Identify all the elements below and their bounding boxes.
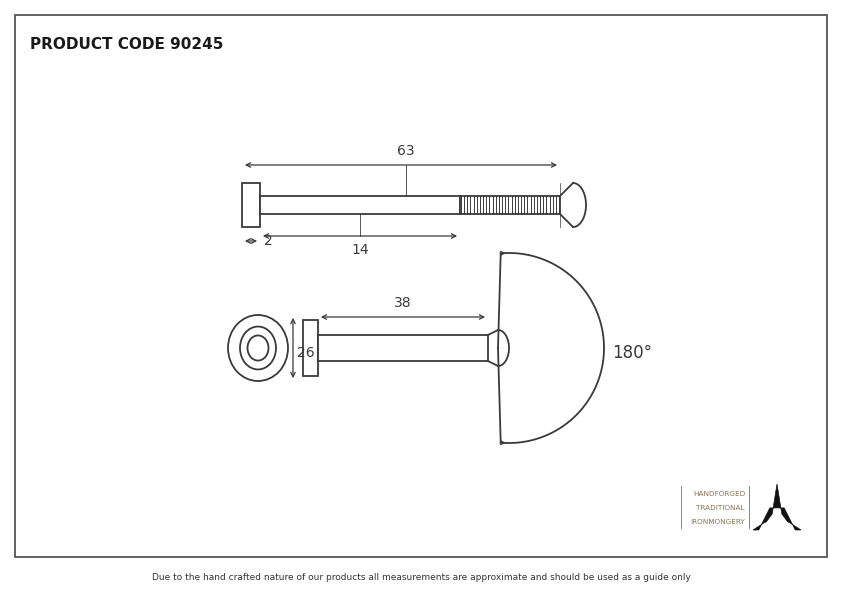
Text: TRADITIONAL: TRADITIONAL	[696, 505, 745, 511]
Text: 63: 63	[397, 144, 415, 158]
Text: 180°: 180°	[612, 344, 652, 362]
Text: 14: 14	[351, 243, 369, 257]
Bar	[260, 196, 460, 214]
Text: 2: 2	[264, 234, 273, 248]
Text: PRODUCT CODE 90245: PRODUCT CODE 90245	[30, 37, 223, 52]
Bar	[303, 320, 318, 376]
Text: 38: 38	[394, 296, 412, 310]
Bar	[242, 183, 260, 227]
Text: HANDFORGED: HANDFORGED	[693, 491, 745, 497]
Bar	[318, 335, 488, 361]
Bar	[460, 196, 560, 214]
Text: Due to the hand crafted nature of our products all measurements are approximate : Due to the hand crafted nature of our pr…	[152, 573, 690, 582]
Polygon shape	[753, 484, 801, 530]
Text: IRONMONGERY: IRONMONGERY	[690, 519, 745, 525]
Text: 26: 26	[297, 346, 315, 360]
